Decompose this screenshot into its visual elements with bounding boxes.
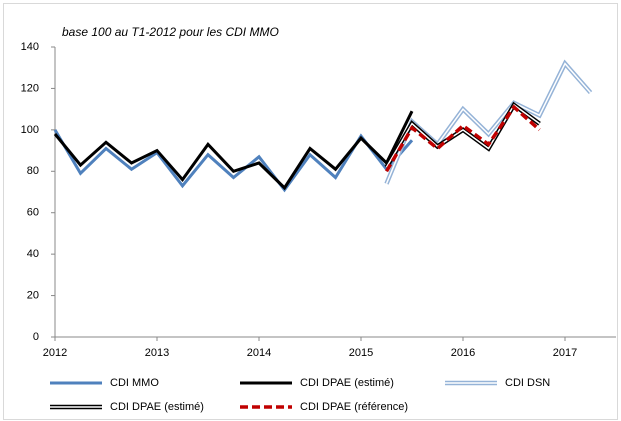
x-tick-label: 2015 bbox=[349, 347, 373, 359]
x-tick-label: 2016 bbox=[451, 347, 475, 359]
series-line bbox=[384, 59, 593, 185]
series-line bbox=[53, 110, 414, 191]
legend-label: CDI MMO bbox=[110, 377, 159, 389]
x-tick-label: 2017 bbox=[553, 347, 577, 359]
y-tick-label: 20 bbox=[27, 289, 39, 301]
legend-label: CDI DPAE (estimé) bbox=[300, 377, 394, 389]
y-tick-label: 40 bbox=[27, 248, 39, 260]
legend-label: CDI DSN bbox=[505, 377, 550, 389]
y-tick-label: 60 bbox=[27, 207, 39, 219]
x-tick-label: 2014 bbox=[247, 347, 271, 359]
y-tick-label: 100 bbox=[21, 124, 39, 136]
legend-label: CDI DPAE (référence) bbox=[300, 401, 408, 413]
y-tick-label: 80 bbox=[27, 165, 39, 177]
chart-border bbox=[3, 3, 618, 420]
x-tick-label: 2012 bbox=[43, 347, 67, 359]
x-tick-label: 2013 bbox=[145, 347, 169, 359]
series-line bbox=[53, 129, 414, 193]
legend-label: CDI DPAE (estimé) bbox=[110, 401, 204, 413]
y-tick-label: 120 bbox=[21, 82, 39, 94]
y-tick-label: 0 bbox=[33, 331, 39, 343]
y-tick-label: 140 bbox=[21, 41, 39, 53]
series-line bbox=[384, 104, 541, 173]
annotation: base 100 au T1-2012 pour les CDI MMO bbox=[62, 25, 279, 39]
